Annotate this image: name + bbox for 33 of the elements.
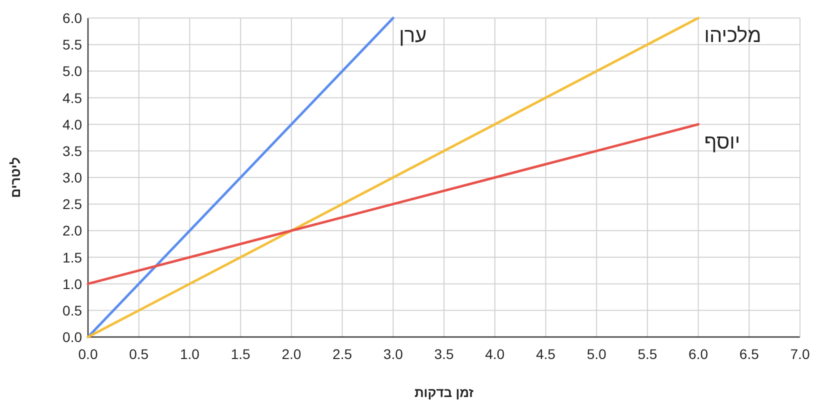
y-axis-title: ליטרים <box>8 157 23 198</box>
x-tick-label: 5.5 <box>638 346 658 362</box>
x-axis-title: זמן בדקות <box>414 385 474 400</box>
y-tick-label: 5.5 <box>62 36 82 53</box>
x-tick-label: 5.0 <box>586 346 607 362</box>
x-tick-label: 1.5 <box>230 346 251 362</box>
series-label: יוסף <box>704 131 740 154</box>
y-tick-label: 4.5 <box>62 90 82 106</box>
x-tick-label: 0.0 <box>78 346 98 362</box>
x-tick-label: 2.5 <box>332 346 352 362</box>
x-tick-label: 7.0 <box>790 346 810 362</box>
y-tick-label: 0.0 <box>62 329 82 345</box>
y-tick-label: 3.5 <box>62 142 82 159</box>
x-tick-label: 2.0 <box>282 346 302 362</box>
y-tick-label: 1.5 <box>62 249 82 266</box>
x-tick-label: 4.5 <box>536 346 556 362</box>
series-label: ערן <box>399 25 427 47</box>
x-tick-label: 0.5 <box>129 346 149 362</box>
y-tick-label: 6.0 <box>62 10 82 26</box>
y-tick-label: 2.0 <box>62 222 82 239</box>
y-tick-label: 0.5 <box>62 302 82 318</box>
y-tick-label: 4.0 <box>62 116 82 132</box>
y-tick-label: 5.0 <box>62 63 82 80</box>
x-tick-label: 6.5 <box>739 346 760 362</box>
y-tick-label: 2.5 <box>62 196 82 212</box>
x-tick-label: 3.0 <box>383 346 404 362</box>
y-tick-label: 3.0 <box>62 170 82 186</box>
x-tick-label: 1.0 <box>180 346 200 362</box>
y-tick-label: 1.0 <box>62 276 82 292</box>
series-label: מלכיהו <box>704 25 762 47</box>
x-tick-label: 6.0 <box>688 346 708 362</box>
x-tick-label: 4.0 <box>485 346 505 362</box>
x-tick-label: 3.5 <box>434 346 454 362</box>
